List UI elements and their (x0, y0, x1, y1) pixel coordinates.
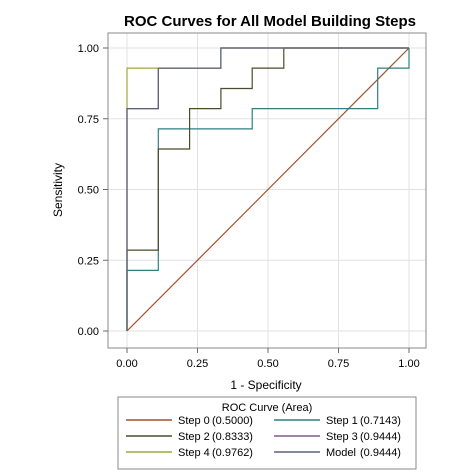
y-axis-label: Sensitivity (51, 163, 65, 217)
y-tick-label: 0.00 (78, 326, 99, 338)
x-tick-label: 0.00 (116, 358, 137, 370)
legend-label: Step 3 (326, 431, 358, 443)
roc-line-step-0 (126, 47, 410, 332)
roc-line-model (126, 47, 409, 331)
legend-area: (0.5000) (212, 415, 253, 427)
legend-title: ROC Curve (Area) (222, 402, 312, 414)
x-tick-label: 0.25 (187, 358, 208, 370)
legend-area: (0.9762) (212, 447, 253, 459)
legend-area: (0.8333) (212, 431, 253, 443)
chart-title: ROC Curves for All Model Building Steps (124, 13, 416, 30)
x-tick-label: 0.50 (257, 358, 278, 370)
legend-box (117, 396, 417, 470)
series-layer (126, 47, 410, 332)
legend-area: (0.7143) (360, 415, 401, 427)
legend-entries: Step 0 (0.5000) Step 1 (0.7143) Step 2 (0.833… (126, 415, 401, 459)
y-tick-label: 0.25 (78, 255, 99, 267)
y-tick-label: 0.50 (78, 185, 99, 197)
roc-line-step-2 (126, 47, 409, 331)
legend-label: Step 1 (326, 415, 358, 427)
x-tick-label: 1.00 (398, 358, 419, 370)
legend-label: Step 2 (178, 431, 210, 443)
x-tick-label: 0.75 (328, 358, 349, 370)
legend-area: (0.9444) (360, 447, 401, 459)
y-tick-label: 1.00 (78, 43, 99, 55)
legend-label: Step 0 (178, 415, 210, 427)
legend-area: (0.9444) (360, 431, 401, 443)
ticks-layer: 0.00 0.25 0.50 0.75 1.00 0.00 0.25 0.50 0.75 1.00 (78, 43, 420, 370)
roc-line-step-1 (126, 48, 410, 331)
y-tick-label: 0.75 (78, 114, 99, 126)
plot-frame (107, 32, 427, 349)
x-axis-label: 1 - Specificity (230, 378, 301, 392)
legend-label: Model (326, 447, 356, 459)
legend-label: Step 4 (178, 447, 210, 459)
